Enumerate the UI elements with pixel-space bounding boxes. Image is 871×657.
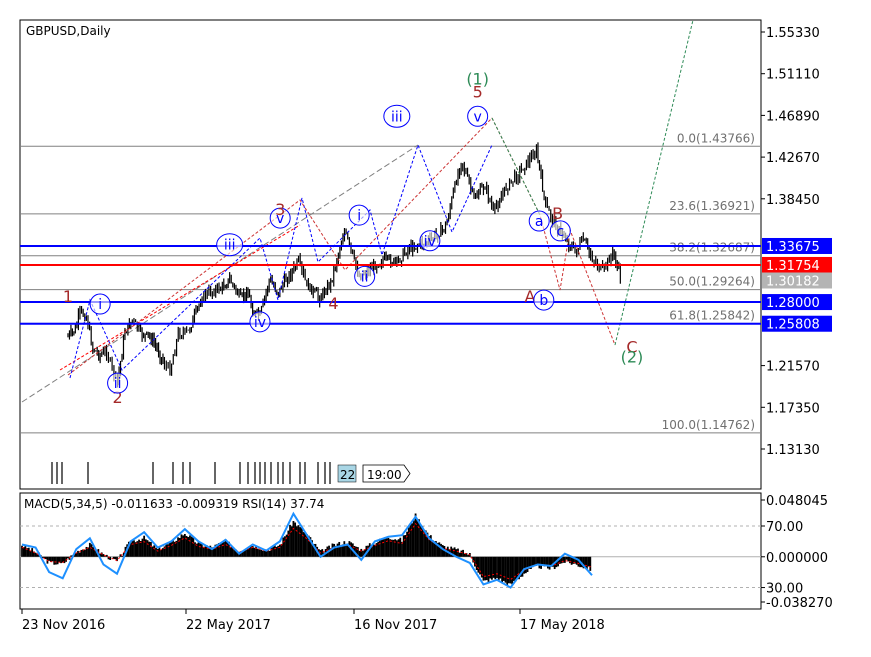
price-tag-box [762,294,832,311]
wave-label-circle [419,230,441,252]
wave-label: iii [224,238,236,254]
indicator-tick-label: 70.00 [766,520,803,535]
price-tag-label: 1.25808 [766,318,820,333]
wave-label: iii [391,109,403,125]
indicator-tick-label: 0.000000 [766,551,828,566]
wave-label-circle [528,210,550,232]
price-tick-label: 1.46890 [766,109,820,124]
price-tick-label: 1.13130 [766,443,820,458]
wave-label: 1 [63,287,73,306]
macd-rsi-panel: 0.048045 70.00 0.000000 30.00-0.038270 [20,494,833,611]
wave-label: v [276,211,284,227]
wave-label: 4 [328,294,338,313]
price-tag-box [762,256,832,273]
wave-label-circle [354,265,376,287]
event-time-box [362,464,411,483]
wave-label: v [474,109,482,125]
price-tag-label: 1.31754 [766,259,820,274]
price-tag-box [762,237,832,254]
fib-label: 23.6(1.36921) [669,199,755,213]
wave-label-circle [269,207,291,229]
wave-label-circle [249,311,271,333]
wave-label-circle [549,220,571,242]
time-axis: 23 Nov 2016 22 May 2017 16 Nov 2017 17 May … [21,609,605,633]
wave-label-circle [383,104,411,128]
fib-label: 100.0(1.14762) [662,418,755,432]
price-tag-box [762,315,832,332]
fib-label: 38.2(1.32687) [669,241,755,255]
wave-label-circle [348,204,370,226]
wave-label: i [98,297,102,313]
wave-label-circle [107,372,129,394]
price-levels [20,244,761,325]
price-tick-label: 1.21570 [766,360,820,375]
wave-path-minor [69,143,493,379]
wave-label: iv [254,315,266,331]
wave-label: ii [114,376,122,392]
macd-signal-line [21,522,593,581]
wave-label: b [539,293,548,309]
wave-label-circle [89,293,111,315]
price-tag-label: 1.28000 [766,296,820,311]
price-tick-label: 1.55330 [766,26,820,41]
fib-label: 61.8(1.25842) [669,308,755,322]
time-tick-label: 16 Nov 2017 [354,618,437,633]
rsi-line [21,511,593,589]
price-axis: 1.55330 1.51110 1.46890 1.42670 1.38450 1.336… [761,26,832,458]
indicator-title: MACD(5,34,5) -0.011633 -0.009319 RSI(14)… [24,497,324,511]
indicator-tick-label: 30.00 [766,582,803,597]
wave-label: a [535,214,544,230]
wave-label: (2) [621,347,644,366]
wave-path-green-down [491,117,541,216]
chart-title: GBPUSD,Daily [26,24,111,38]
indicator-tick-label: -0.038270 [766,596,833,611]
event-box [337,464,357,483]
wave-label-circle [467,105,489,127]
fib-label: 50.0(1.29264) [669,275,755,289]
wave-label: 2 [113,388,123,407]
time-tick-label: 17 May 2018 [520,618,605,633]
time-tick-label: 22 May 2017 [186,618,271,633]
price-tag-label: 1.33675 [766,240,820,255]
price-tag-box [762,272,832,289]
wave-label: c [556,224,564,240]
wave-label: (1) [466,70,489,89]
event-markers: 22 19:00 [51,462,411,484]
time-tick-label: 23 Nov 2016 [22,618,105,633]
wave-label: 5 [473,83,483,102]
channel-line [59,224,301,371]
wave-path-projection [614,19,694,346]
price-tick-label: 1.38450 [766,193,820,208]
wave-label: iv [424,234,436,250]
event-day-label: 22 [340,468,355,482]
indicator-tick-label: 0.048045 [766,494,828,509]
wave-label-circle [216,233,244,257]
wave-label: ii [361,269,369,285]
wave-label: 3 [275,200,285,219]
price-tick-label: 1.17350 [766,401,820,416]
wave-label: i [357,208,361,224]
wave-label: C [626,338,637,357]
elliott-wave-paths [67,19,694,379]
price-tick-label: 1.51110 [766,68,820,83]
wave-label: A [525,287,536,306]
fib-label: 0.0(1.43766) [677,131,755,145]
wave-label-circle [533,289,555,311]
trend-channel [21,144,419,403]
wave-label: B [552,204,563,223]
price-tag-label: 1.30182 [766,275,820,290]
price-tick-label: 1.42670 [766,151,820,166]
wave-path-intermediate [67,117,493,376]
event-time-label: 19:00 [367,468,402,482]
